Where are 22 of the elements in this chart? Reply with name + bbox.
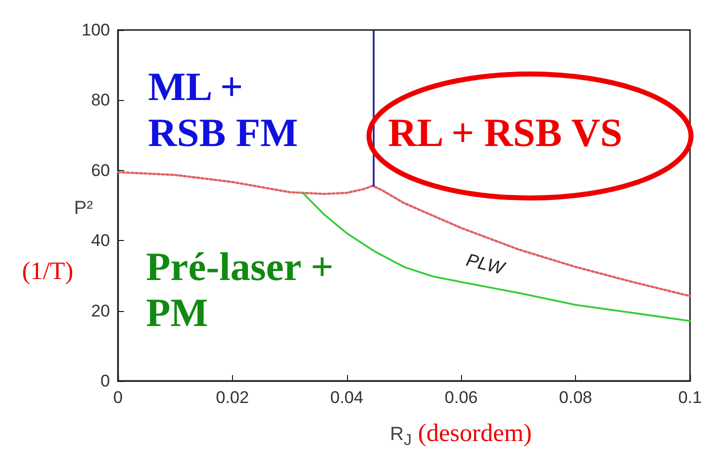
line-series bbox=[116, 171, 692, 298]
y-tick-label: 40 bbox=[91, 231, 110, 250]
x-tick-label: 0.08 bbox=[559, 388, 592, 407]
y-tick-label: 0 bbox=[100, 372, 110, 390]
y-axis-title: P² bbox=[74, 198, 93, 220]
annotation: Pré-laser + PM bbox=[146, 244, 335, 336]
x-tick-label: 0 bbox=[113, 388, 123, 407]
text: (desordem) bbox=[418, 420, 532, 449]
annotation: PLW bbox=[464, 250, 506, 280]
x-tick-label: 0.02 bbox=[216, 388, 249, 407]
x-tick-label: 0.06 bbox=[444, 388, 478, 407]
annotation: ML + RSB FM bbox=[148, 64, 299, 156]
y-tick-label: 20 bbox=[91, 301, 110, 320]
x-tick-label: 0.04 bbox=[330, 388, 364, 407]
line-series bbox=[302, 192, 691, 322]
y-tick-label: 80 bbox=[91, 90, 110, 110]
y-tick-label: 100 bbox=[82, 20, 110, 40]
y-tick-label: 60 bbox=[91, 160, 110, 180]
text: (1/T) bbox=[22, 258, 74, 287]
annotation: RL + RSB VS bbox=[388, 110, 624, 156]
x-axis-title: R$_{J}$ bbox=[390, 424, 412, 450]
x-tick-label: 0.1 bbox=[678, 388, 702, 407]
